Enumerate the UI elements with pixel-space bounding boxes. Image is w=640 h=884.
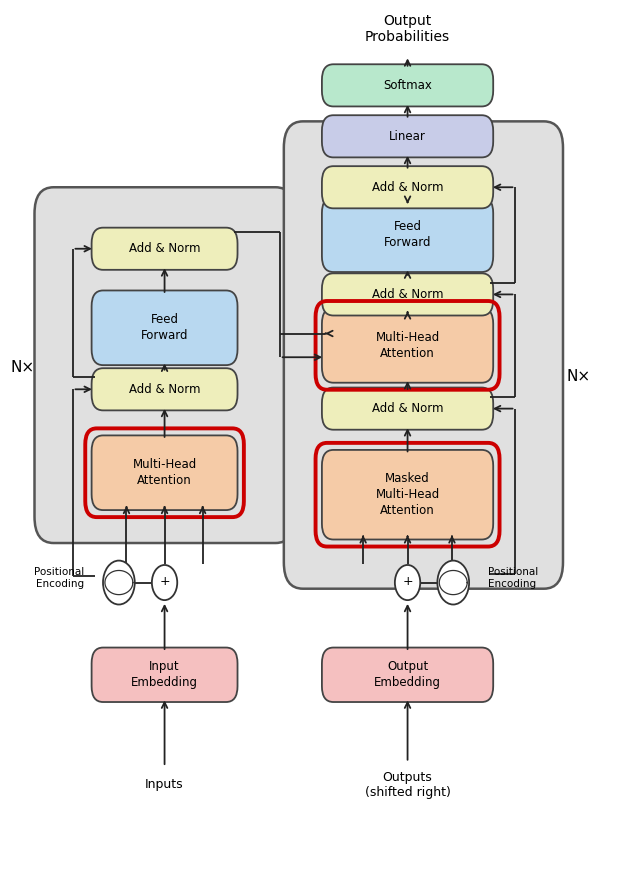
FancyBboxPatch shape bbox=[322, 166, 493, 209]
FancyBboxPatch shape bbox=[92, 228, 237, 270]
FancyBboxPatch shape bbox=[322, 115, 493, 157]
FancyBboxPatch shape bbox=[322, 387, 493, 430]
FancyBboxPatch shape bbox=[92, 648, 237, 702]
Text: Output
Embedding: Output Embedding bbox=[374, 660, 441, 690]
FancyBboxPatch shape bbox=[92, 369, 237, 410]
Text: +: + bbox=[159, 575, 170, 588]
Text: Masked
Multi-Head
Attention: Masked Multi-Head Attention bbox=[376, 472, 440, 517]
Text: Feed
Forward: Feed Forward bbox=[384, 220, 431, 249]
Text: Outputs
(shifted right): Outputs (shifted right) bbox=[365, 771, 451, 798]
FancyBboxPatch shape bbox=[322, 648, 493, 702]
Circle shape bbox=[395, 565, 420, 600]
Text: Add & Norm: Add & Norm bbox=[129, 242, 200, 255]
FancyBboxPatch shape bbox=[35, 187, 294, 543]
Text: Multi-Head
Attention: Multi-Head Attention bbox=[132, 458, 196, 487]
Text: Multi-Head
Attention: Multi-Head Attention bbox=[376, 331, 440, 360]
Text: Output
Probabilities: Output Probabilities bbox=[365, 14, 450, 44]
Text: Input
Embedding: Input Embedding bbox=[131, 660, 198, 690]
FancyBboxPatch shape bbox=[92, 436, 237, 510]
Text: Add & Norm: Add & Norm bbox=[372, 402, 444, 415]
Text: N×: N× bbox=[10, 360, 35, 375]
Text: Feed
Forward: Feed Forward bbox=[141, 313, 188, 342]
Text: Softmax: Softmax bbox=[383, 79, 432, 92]
Circle shape bbox=[437, 560, 469, 605]
Text: Inputs: Inputs bbox=[145, 778, 184, 791]
FancyBboxPatch shape bbox=[322, 273, 493, 316]
Text: N×: N× bbox=[566, 369, 590, 384]
FancyBboxPatch shape bbox=[322, 65, 493, 106]
Text: Add & Norm: Add & Norm bbox=[129, 383, 200, 396]
Text: Add & Norm: Add & Norm bbox=[372, 288, 444, 301]
Circle shape bbox=[152, 565, 177, 600]
FancyBboxPatch shape bbox=[322, 197, 493, 272]
FancyBboxPatch shape bbox=[322, 308, 493, 383]
Text: Positional
Encoding: Positional Encoding bbox=[34, 568, 84, 589]
FancyBboxPatch shape bbox=[322, 450, 493, 539]
Text: +: + bbox=[403, 575, 413, 588]
FancyBboxPatch shape bbox=[92, 291, 237, 365]
Text: Positional
Encoding: Positional Encoding bbox=[488, 568, 538, 589]
FancyBboxPatch shape bbox=[284, 121, 563, 589]
Text: Linear: Linear bbox=[389, 130, 426, 143]
Text: Add & Norm: Add & Norm bbox=[372, 180, 444, 194]
Circle shape bbox=[103, 560, 135, 605]
